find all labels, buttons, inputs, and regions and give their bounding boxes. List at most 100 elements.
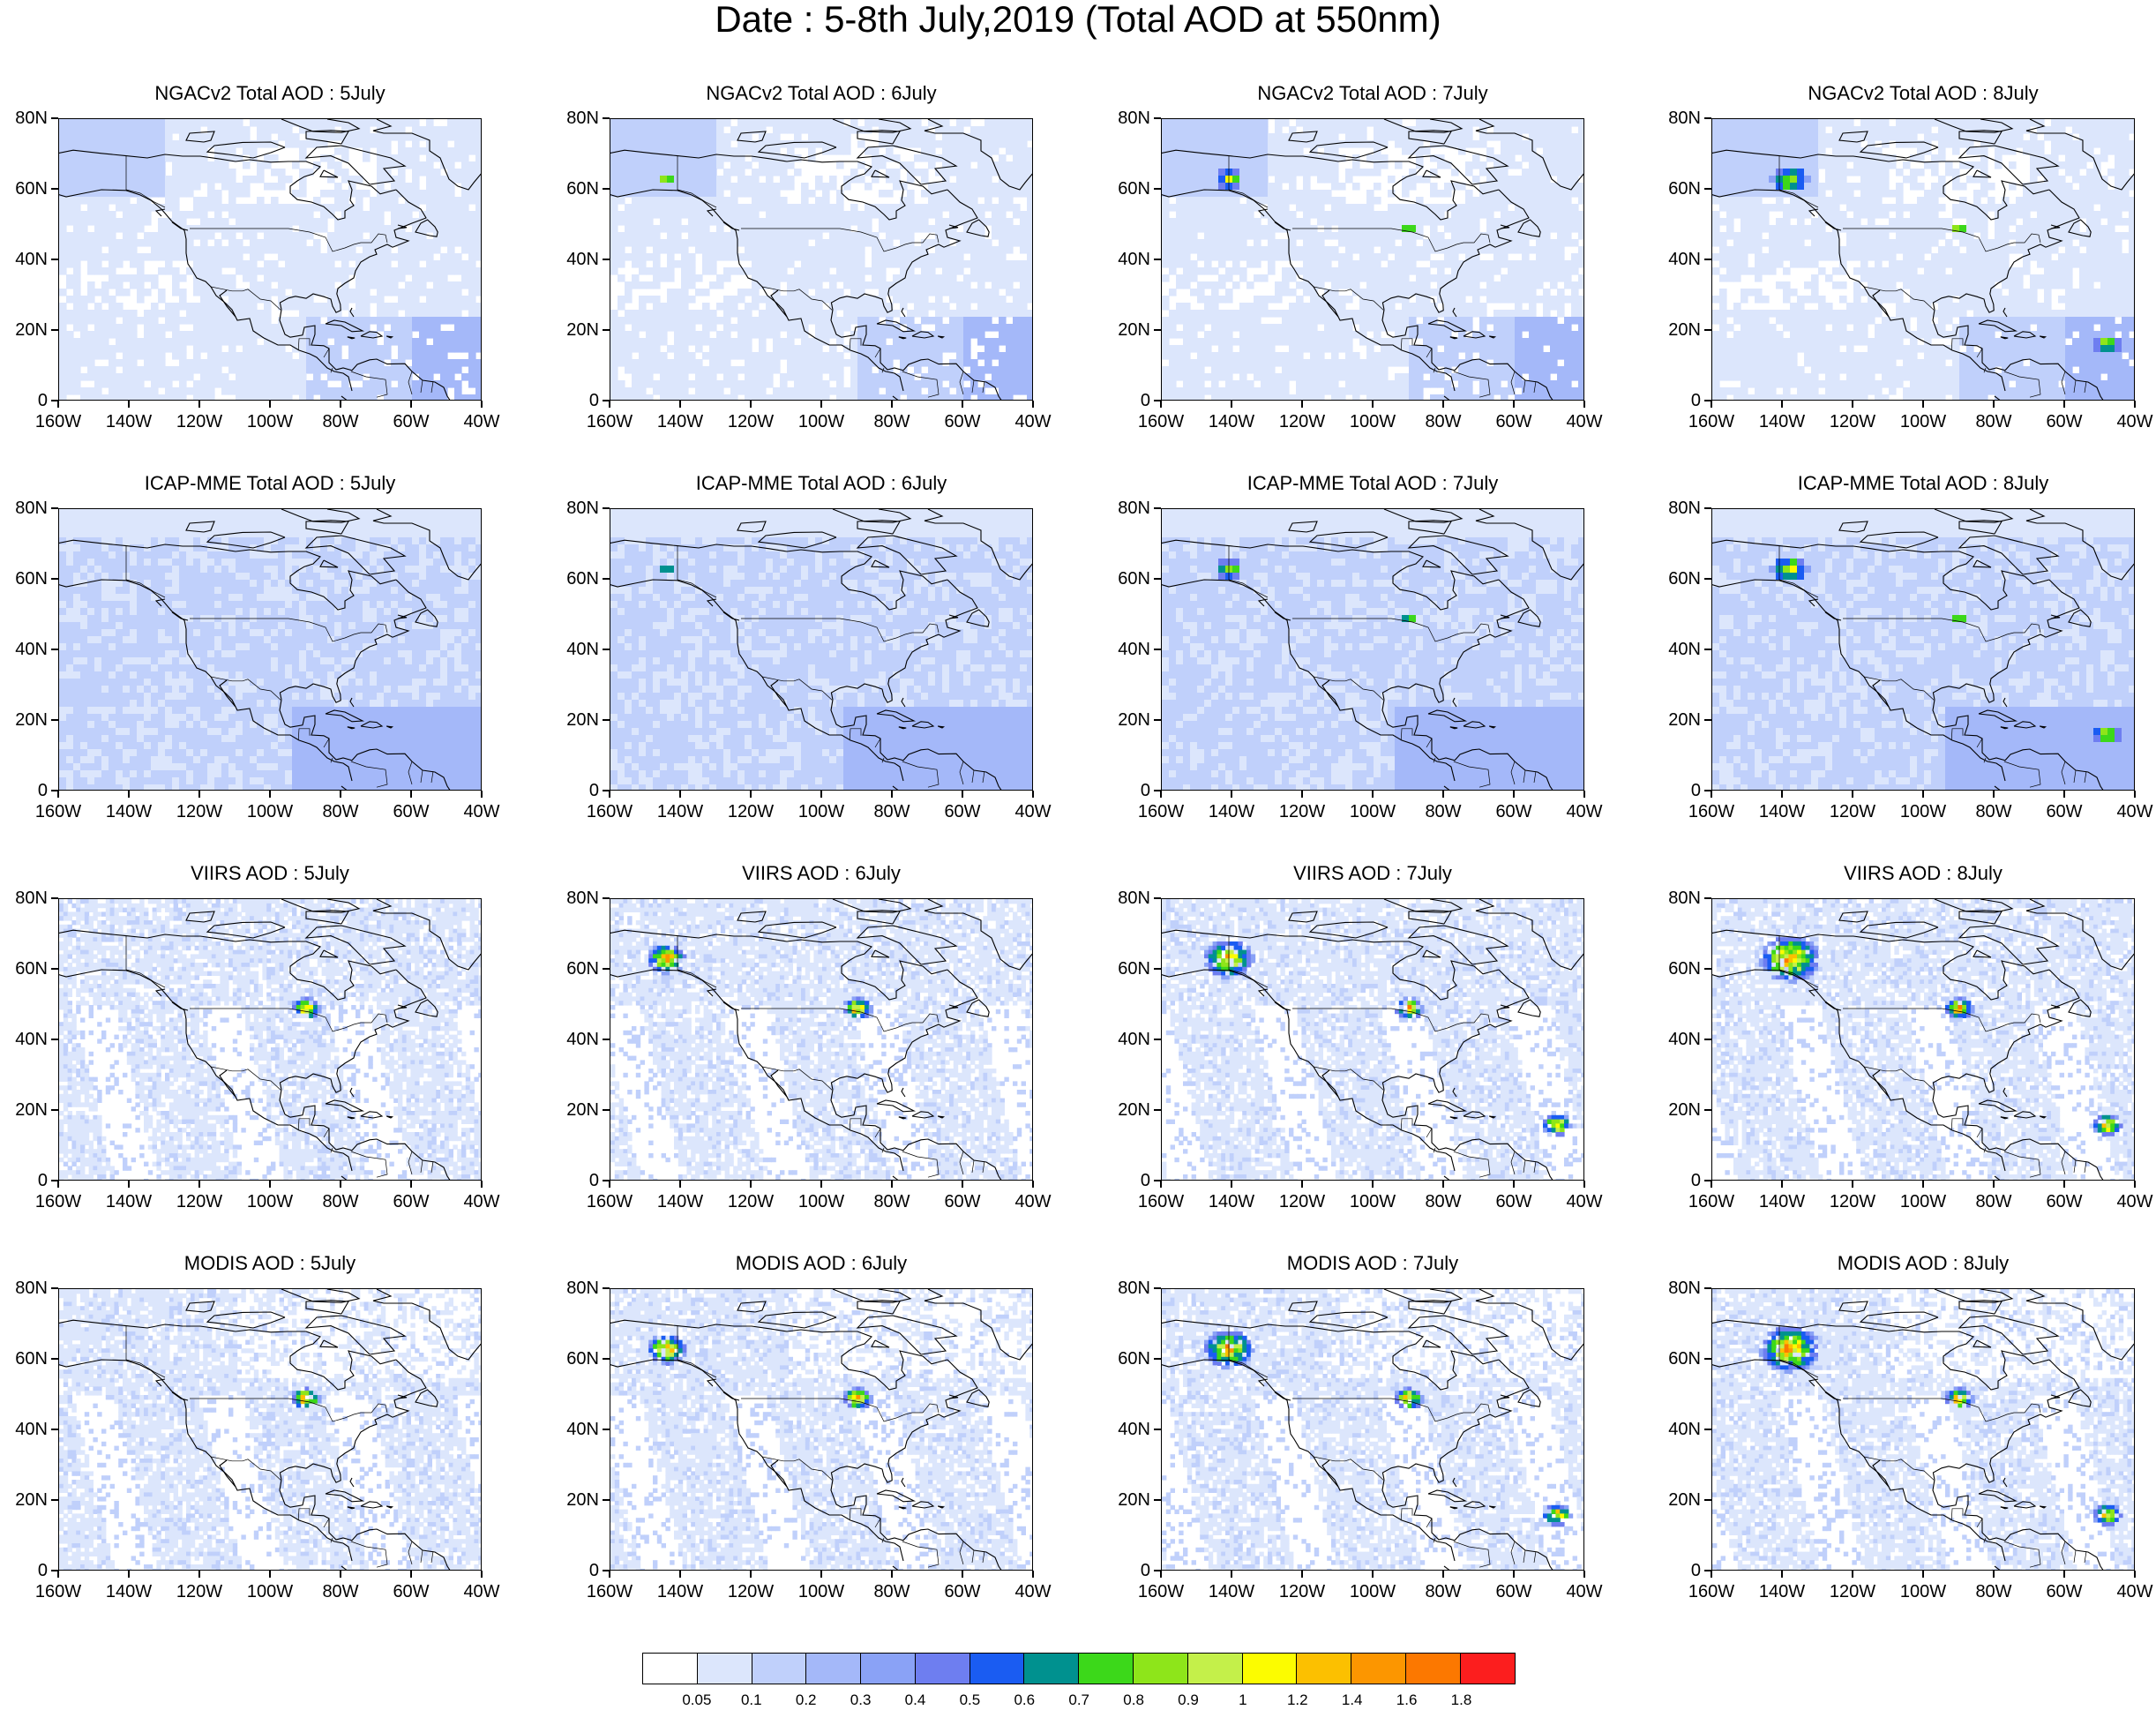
lat-tick-label: 40N [4,1421,48,1438]
lon-tick-label: 160W [1130,413,1192,431]
lon-tick-label: 40W [1002,1193,1064,1211]
panel-title: MODIS AOD : 5July [58,1253,482,1274]
lon-tick [1160,1571,1162,1578]
lon-tick [1231,791,1232,798]
lon-tick-label: 160W [27,1193,89,1211]
aod-field [1162,509,1583,790]
lat-tick-label: 80N [4,499,48,517]
aod-field [1712,1289,2134,1570]
lon-tick-label: 60W [2033,803,2095,821]
lon-tick [340,1571,341,1578]
lon-tick [1372,791,1374,798]
coastlines [1712,1289,2134,1570]
lon-tick-label: 100W [790,803,852,821]
lon-tick [198,1571,200,1578]
aod-field [1162,119,1583,400]
lat-tick [1704,1180,1711,1181]
lon-tick [128,791,130,798]
lon-tick [1781,401,1783,408]
lon-tick-label: 100W [790,1583,852,1601]
lat-tick [603,1109,610,1111]
lat-tick [51,1039,58,1040]
aod-field [610,1289,1032,1570]
lat-tick [603,1499,610,1501]
lon-tick-label: 100W [790,1193,852,1211]
lon-tick-label: 140W [1201,803,1262,821]
lat-tick [1704,1358,1711,1360]
lon-tick-label: 120W [168,803,230,821]
lon-tick [57,1571,59,1578]
map-panel [610,118,1033,401]
lat-tick-label: 20N [1106,711,1150,729]
lon-tick-label: 120W [1822,803,1883,821]
lon-tick-label: 140W [1201,1193,1262,1211]
lon-tick [1442,791,1444,798]
lon-tick-label: 120W [720,413,782,431]
lon-tick-label: 100W [1892,803,1954,821]
lat-tick-label: 0 [1657,392,1701,409]
colorbar-swatch [1351,1654,1406,1684]
lon-tick [1032,401,1034,408]
map-panel [610,898,1033,1181]
lat-tick-label: 20N [4,1491,48,1509]
lon-tick-label: 160W [27,803,89,821]
lon-tick-label: 40W [2104,413,2156,431]
lon-tick-label: 160W [579,803,640,821]
lat-tick-label: 20N [1657,711,1701,729]
lat-tick-label: 80N [555,889,599,907]
lon-tick [57,401,59,408]
lon-tick [1781,1181,1783,1188]
lon-tick-label: 40W [1002,1583,1064,1601]
coastlines [1162,899,1583,1180]
lat-tick-label: 80N [555,1279,599,1297]
lat-tick [51,719,58,721]
lat-tick-label: 20N [555,321,599,339]
coastlines [1162,1289,1583,1570]
lon-tick-label: 80W [861,1583,923,1601]
lat-tick-label: 60N [1657,960,1701,978]
lon-tick-label: 140W [1201,1583,1262,1601]
lon-tick [57,791,59,798]
lat-tick [603,897,610,899]
lat-tick [51,649,58,650]
lat-tick-label: 40N [4,251,48,268]
lon-tick [198,401,200,408]
lat-tick-label: 60N [4,1350,48,1368]
lon-tick [891,1571,893,1578]
lat-tick [1704,790,1711,791]
lon-tick [1922,791,1924,798]
aod-field [59,509,481,790]
lon-tick [820,1181,822,1188]
lat-tick [603,117,610,119]
lat-tick [1154,1287,1161,1289]
lat-tick [1154,790,1161,791]
lat-tick [603,968,610,970]
aod-field [1162,1289,1583,1570]
lon-tick-label: 120W [1822,1583,1883,1601]
lat-tick [1154,400,1161,401]
lon-tick-label: 80W [1963,803,2025,821]
lon-tick [1442,401,1444,408]
lat-tick-label: 0 [555,392,599,409]
lat-tick-label: 80N [4,889,48,907]
colorbar-label: 1.8 [1440,1692,1484,1708]
lat-tick [603,507,610,509]
lon-tick-label: 160W [1681,803,1742,821]
lon-tick-label: 40W [451,413,513,431]
lon-tick-label: 80W [1412,413,1474,431]
coastlines [59,1289,481,1570]
lon-tick [128,401,130,408]
lon-tick-label: 120W [1271,413,1333,431]
lon-tick-label: 140W [1751,803,1813,821]
lon-tick-label: 120W [1271,803,1333,821]
lon-tick-label: 40W [1553,413,1615,431]
lat-tick-label: 0 [1657,782,1701,799]
lat-tick [51,329,58,331]
lat-tick [1154,259,1161,260]
lon-tick [1993,791,1995,798]
lat-tick [1154,188,1161,190]
map-panel [1161,1288,1584,1571]
lon-tick-label: 60W [1483,803,1545,821]
lat-tick-label: 20N [555,1491,599,1509]
lon-tick [679,791,681,798]
